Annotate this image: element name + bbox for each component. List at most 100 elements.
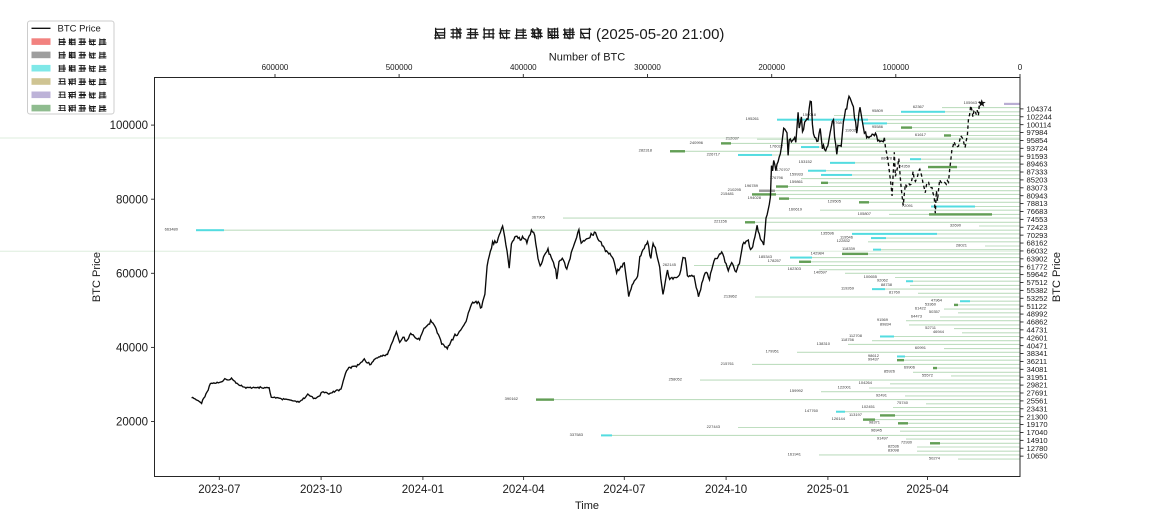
svg-text:98371: 98371 (869, 420, 881, 425)
svg-text:212037: 212037 (726, 136, 740, 141)
svg-text:2024-10: 2024-10 (705, 484, 747, 496)
svg-text:82536: 82536 (888, 443, 900, 448)
svg-text:195261: 195261 (746, 116, 760, 121)
svg-text:50357: 50357 (929, 309, 941, 314)
svg-text:116029: 116029 (845, 128, 859, 133)
svg-text:663480: 663480 (165, 227, 179, 232)
svg-text:100000: 100000 (110, 120, 148, 132)
svg-text:210295: 210295 (728, 187, 742, 192)
svg-text:83098: 83098 (888, 448, 900, 453)
svg-text:300000: 300000 (634, 63, 661, 72)
svg-text:61772: 61772 (1027, 262, 1048, 271)
svg-text:600000: 600000 (262, 63, 289, 72)
svg-text:20000: 20000 (116, 417, 148, 429)
svg-text:147760: 147760 (805, 408, 819, 413)
svg-text:72423: 72423 (1027, 223, 1048, 232)
svg-text:97984: 97984 (1027, 128, 1048, 137)
svg-text:113197: 113197 (849, 412, 863, 417)
svg-text:262145: 262145 (663, 262, 677, 267)
svg-text:196789: 196789 (745, 183, 759, 188)
svg-text:42601: 42601 (1027, 333, 1048, 342)
svg-text:89834: 89834 (880, 321, 892, 326)
svg-text:92062: 92062 (877, 278, 889, 283)
svg-text:92491: 92491 (876, 392, 888, 397)
svg-text:138310: 138310 (817, 341, 831, 346)
svg-text:19170: 19170 (1027, 420, 1048, 429)
svg-text:200000: 200000 (758, 63, 785, 72)
svg-text:53360: 53360 (925, 301, 937, 306)
svg-text:10650: 10650 (1027, 452, 1048, 461)
svg-text:258052: 258052 (669, 377, 683, 382)
svg-text:161941: 161941 (788, 451, 802, 456)
svg-text:36211: 36211 (1027, 357, 1048, 366)
svg-text:162303: 162303 (788, 266, 802, 271)
svg-text:40000: 40000 (116, 343, 148, 355)
svg-text:55572: 55572 (922, 372, 934, 377)
svg-text:178257: 178257 (768, 258, 782, 263)
svg-text:98612: 98612 (868, 353, 880, 358)
svg-text:104374: 104374 (1027, 104, 1052, 113)
svg-text:400000: 400000 (510, 63, 537, 72)
svg-text:28021: 28021 (956, 242, 968, 247)
svg-text:12780: 12780 (1027, 444, 1048, 453)
svg-text:112708: 112708 (849, 333, 863, 338)
svg-text:122832: 122832 (837, 238, 851, 243)
svg-text:57512: 57512 (1027, 278, 1048, 287)
svg-text:2024-01: 2024-01 (402, 484, 444, 496)
svg-text:29821: 29821 (1027, 381, 1048, 390)
svg-text:17040: 17040 (1027, 428, 1048, 437)
svg-text:159992: 159992 (790, 388, 804, 393)
svg-text:48992: 48992 (1027, 310, 1048, 319)
svg-text:215761: 215761 (721, 361, 735, 366)
svg-text:500000: 500000 (386, 63, 413, 72)
svg-text:52711: 52711 (925, 325, 937, 330)
svg-text:38341: 38341 (1027, 349, 1048, 358)
svg-text:74553: 74553 (1027, 215, 1048, 224)
svg-text:142984: 142984 (811, 250, 825, 255)
svg-text:66032: 66032 (1027, 247, 1048, 256)
svg-text:Time: Time (575, 500, 599, 512)
svg-text:226717: 226717 (707, 151, 721, 156)
svg-text:72930: 72930 (901, 440, 913, 445)
svg-text:59642: 59642 (1027, 270, 1048, 279)
svg-text:87333: 87333 (1027, 168, 1048, 177)
svg-text:0: 0 (1018, 63, 1023, 72)
svg-text:135596: 135596 (821, 230, 835, 235)
svg-text:40471: 40471 (1027, 341, 1048, 350)
svg-text:215481: 215481 (721, 191, 735, 196)
svg-text:61617: 61617 (915, 132, 927, 137)
svg-text:159861: 159861 (790, 179, 804, 184)
svg-text:50274: 50274 (929, 456, 941, 461)
svg-text:240996: 240996 (690, 140, 704, 145)
svg-text:46944: 46944 (933, 329, 945, 334)
svg-text:70293: 70293 (1027, 231, 1048, 240)
svg-text:27691: 27691 (1027, 389, 1048, 398)
svg-text:68162: 68162 (1027, 239, 1048, 248)
svg-text:74359: 74359 (899, 163, 911, 168)
svg-text:93724: 93724 (1027, 144, 1048, 153)
svg-text:(2025-05-20 21:00): (2025-05-20 21:00) (596, 26, 724, 43)
svg-text:85203: 85203 (1027, 176, 1048, 185)
svg-text:60000: 60000 (116, 268, 148, 280)
svg-text:21300: 21300 (1027, 412, 1048, 421)
svg-text:76683: 76683 (1027, 207, 1048, 216)
svg-text:176796: 176796 (770, 175, 784, 180)
svg-text:150018: 150018 (803, 112, 817, 117)
svg-text:44731: 44731 (1027, 325, 1048, 334)
svg-text:194028: 194028 (748, 195, 762, 200)
svg-text:104264: 104264 (859, 380, 873, 385)
svg-text:BTC Price: BTC Price (1051, 252, 1063, 302)
svg-text:2023-10: 2023-10 (300, 484, 342, 496)
svg-text:140597: 140597 (814, 270, 828, 275)
svg-text:100000: 100000 (882, 63, 909, 72)
svg-text:179951: 179951 (766, 349, 780, 354)
svg-text:2024-04: 2024-04 (502, 484, 545, 496)
svg-text:51122: 51122 (1027, 302, 1048, 311)
svg-text:105807: 105807 (858, 211, 872, 216)
svg-text:88738: 88738 (881, 282, 893, 287)
svg-text:80943: 80943 (1027, 191, 1048, 200)
svg-text:95809: 95809 (872, 108, 884, 113)
svg-text:282318: 282318 (639, 148, 653, 153)
svg-text:390162: 390162 (505, 396, 519, 401)
svg-text:170707: 170707 (777, 167, 791, 172)
